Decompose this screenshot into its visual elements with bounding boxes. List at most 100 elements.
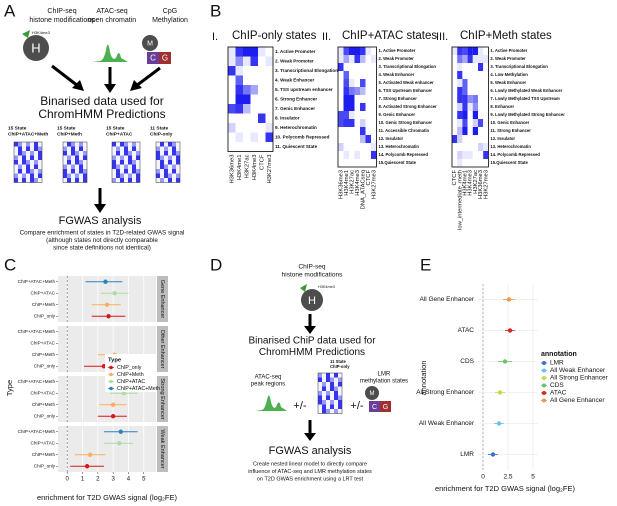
mini-cell — [71, 178, 75, 183]
point — [118, 429, 123, 434]
mini-cell — [116, 173, 120, 178]
mini-cell — [338, 391, 342, 396]
legend-label: ChIP_only — [117, 365, 142, 371]
heatmap-cell — [452, 71, 458, 79]
arrow-heads — [72, 80, 142, 213]
heatmap-cell — [462, 143, 468, 151]
y-tick-label: ChIP+ATAC+Meth — [18, 429, 56, 434]
heatmap-cell — [467, 159, 473, 167]
mini-cell — [168, 169, 172, 174]
heatmap-cell — [360, 119, 366, 127]
model-label: 11 State — [330, 359, 347, 364]
heatmap-cell — [354, 135, 360, 143]
mini-cell — [75, 178, 79, 183]
mini-cell — [14, 173, 18, 178]
heatmap-cell — [338, 119, 344, 127]
heatmap-cell — [250, 142, 258, 152]
heatmap-cell — [371, 103, 377, 111]
state-label: 10. Genic Enhancer — [490, 120, 529, 125]
heatmap-cell — [472, 79, 478, 87]
mini-cell — [330, 409, 334, 414]
mini-cell — [38, 160, 42, 165]
mini-cell — [172, 164, 176, 169]
mini-cell — [67, 160, 71, 165]
mini-cell — [34, 164, 38, 169]
mini-cell — [124, 169, 128, 174]
mini-cell — [168, 164, 172, 169]
heatmap-cell — [452, 127, 458, 135]
mark-label: DNA_ATACseq — [360, 170, 366, 209]
mini-cell — [112, 164, 116, 169]
point — [117, 441, 122, 446]
heatmap-cell — [343, 151, 349, 159]
histone-icon-label: H — [308, 295, 316, 307]
mini-cell — [132, 160, 136, 165]
mini-cell — [120, 160, 124, 165]
mini-cell — [168, 151, 172, 156]
heatmap-cell — [457, 103, 463, 111]
mini-cell — [330, 386, 334, 391]
meth-c — [147, 52, 159, 64]
heatmap-cell — [360, 135, 366, 143]
heatmap-cell — [483, 47, 489, 55]
heatmap-cell — [478, 55, 484, 63]
mini-cell — [67, 173, 71, 178]
heatmap-cell — [250, 94, 258, 104]
heatmap-cell — [452, 135, 458, 143]
mark-label: H3K27me3 — [371, 170, 377, 199]
heatmap-cell — [467, 119, 473, 127]
heatmap-cell — [360, 159, 366, 167]
mini-cell — [318, 395, 322, 400]
mini-cell — [79, 142, 83, 147]
heatmap-cell — [349, 47, 355, 55]
legend-label: All Strong Enhancer — [550, 375, 609, 382]
mini-cell — [156, 169, 160, 174]
mini-cell — [334, 400, 338, 405]
mini-cell — [63, 164, 67, 169]
mini-cell — [116, 178, 120, 183]
mini-cell — [26, 169, 30, 174]
mini-cell — [176, 155, 180, 160]
heatmap-cell — [228, 75, 236, 85]
heatmap-cell — [349, 135, 355, 143]
x-axis-label: enrichment for T2D GWAS signal (log₂FE) — [435, 484, 576, 493]
heatmap-cell — [354, 111, 360, 119]
mini-cell — [83, 173, 87, 178]
mini-cell — [168, 146, 172, 151]
mini-cell — [14, 142, 18, 147]
state-label: 2. Weak Promoter — [379, 56, 415, 61]
x-tick-label: 5 — [142, 477, 146, 483]
heatmap-cell — [483, 63, 489, 71]
mini-cell — [30, 151, 34, 156]
heatmap-cell — [349, 127, 355, 135]
heatmap-cell — [472, 71, 478, 79]
heatmap-cell — [360, 63, 366, 71]
mini-cell — [132, 173, 136, 178]
heatmap-cell — [472, 111, 478, 119]
heatmap-cell — [360, 151, 366, 159]
mini-cell — [156, 173, 160, 178]
y-tick-label: All Gene Enhancer — [419, 296, 474, 303]
y-tick-label: ChIP+Meth — [32, 402, 56, 407]
y-tick-label: ChIP+Meth — [32, 452, 56, 457]
heatmap-cell — [354, 71, 360, 79]
mini-cell — [63, 160, 67, 165]
heatmap-cell — [467, 63, 473, 71]
mini-cell — [136, 151, 140, 156]
mini-cell — [124, 146, 128, 151]
heatmap-cell — [243, 47, 251, 57]
state-label: 7. Lowly Methylated TSS Upstream — [490, 96, 560, 101]
mini-cell — [160, 160, 164, 165]
heatmap-cell — [365, 55, 371, 63]
state-label: 5. TSS upstream enhancer — [275, 87, 333, 92]
heatmap-cell — [228, 142, 236, 152]
heatmap-cell — [349, 111, 355, 119]
legend-title: annotation — [541, 351, 577, 358]
input-title: peak regions — [251, 382, 285, 388]
y-tick-label: ChIP_only — [34, 463, 56, 468]
mini-cell — [34, 146, 38, 151]
heatmap-cell — [483, 71, 489, 79]
heatmap-cell — [258, 94, 266, 104]
heatmap-frame — [451, 46, 489, 168]
heatmap-title: ChIP-only states — [232, 30, 317, 42]
